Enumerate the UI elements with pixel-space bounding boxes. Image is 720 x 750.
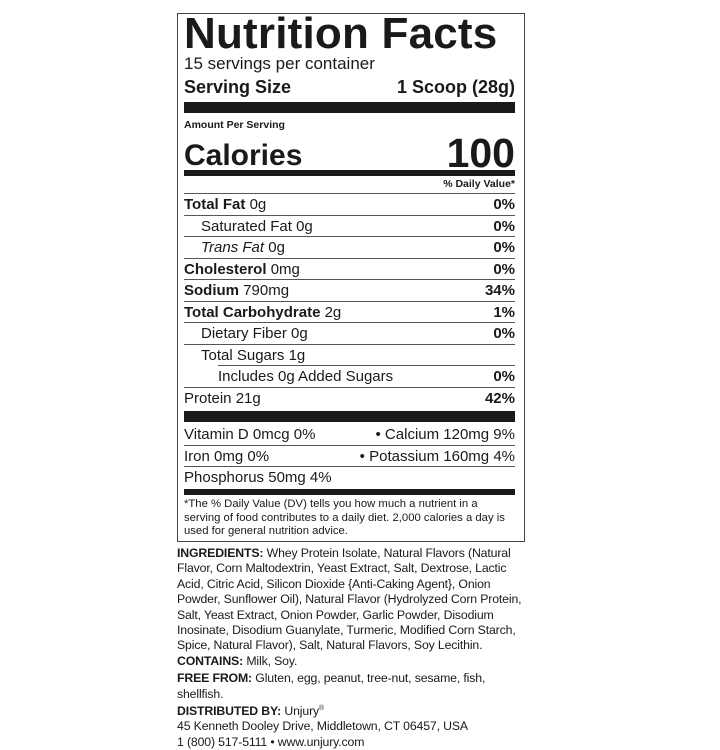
nutrient-name: Cholesterol: [184, 261, 267, 278]
nutrient-name: Dietary Fiber: [201, 325, 287, 342]
nutrient-amount: 2g: [324, 304, 342, 321]
nutrient-dv: 42%: [484, 390, 515, 407]
free-from-text: Gluten, egg, peanut, tree-nut, sesame, f…: [177, 671, 486, 701]
nutrient-amount: 790mg: [243, 282, 290, 299]
medium-divider: [184, 170, 515, 176]
nutrient-name: Total Sugars: [201, 347, 285, 364]
nutrient-row-protein: Protein 21g 42%: [184, 387, 515, 408]
contains-label: CONTAINS:: [177, 653, 244, 668]
micronutrient-row: Iron 0mg 0% • Potassium 160mg 4%: [184, 445, 515, 466]
ingredients-label: INGREDIENTS:: [177, 546, 264, 560]
nutrient-amount: 0g: [249, 196, 267, 213]
calories-row: Calories 100: [184, 130, 515, 176]
serving-size: Serving Size 1 Scoop (28g): [184, 76, 515, 98]
micronutrient-row: Phosphorus 50mg 4%: [184, 466, 515, 487]
nutrient-row-added-sugars: Includes 0g Added Sugars 0%: [218, 365, 515, 386]
nutrient-dv: 34%: [484, 282, 515, 299]
nutrient-name: Sodium: [184, 282, 239, 299]
nutrient-name: Trans Fat: [201, 239, 265, 256]
distributed-by-label: DISTRIBUTED BY:: [177, 704, 282, 719]
vitamin-d: Vitamin D 0mcg 0%: [184, 426, 316, 443]
calories-label: Calories: [184, 139, 303, 172]
contains-text: Milk, Soy.: [246, 653, 298, 668]
serving-size-label: Serving Size: [184, 77, 292, 97]
nutrient-row-total-carbohydrate: Total Carbohydrate 2g 1%: [184, 301, 515, 322]
nutrient-name: Protein: [184, 390, 232, 407]
thick-divider: [184, 102, 515, 113]
nutrient-dv: 0%: [493, 325, 515, 342]
footnote: *The % Daily Value (DV) tells you how mu…: [184, 498, 505, 537]
micronutrient-row: Vitamin D 0mcg 0% • Calcium 120mg 9%: [184, 423, 515, 444]
nutrient-name: Total Carbohydrate: [184, 304, 321, 321]
nutrient-amount: 0mg: [270, 261, 300, 278]
nutrient-row-total-fat: Total Fat 0g 0%: [184, 193, 515, 214]
nutrient-row-trans-fat: Trans Fat 0g 0%: [184, 236, 515, 257]
free-from-paragraph: FREE FROM: Gluten, egg, peanut, tree-nut…: [177, 671, 522, 702]
nutrient-name: Saturated Fat: [201, 218, 292, 235]
nutrient-amount: 0g: [268, 239, 285, 256]
nutrient-row-dietary-fiber: Dietary Fiber 0g 0%: [184, 322, 515, 343]
ingredients-section: INGREDIENTS: Whey Protein Isolate, Natur…: [177, 546, 522, 750]
iron: Iron 0mg 0%: [184, 448, 270, 465]
nutrient-amount: 21g: [235, 390, 261, 407]
free-from-label: FREE FROM:: [177, 671, 253, 686]
nutrient-dv: 0%: [493, 218, 515, 235]
nutrient-name: Includes 0g Added Sugars: [218, 368, 394, 385]
nutrient-dv: 0%: [493, 261, 515, 278]
nutrient-row-saturated-fat: Saturated Fat 0g 0%: [184, 215, 515, 236]
distributor-name: Unjury: [284, 704, 320, 719]
nutrient-row-sodium: Sodium 790mg 34%: [184, 279, 515, 300]
nutrient-dv: 1%: [493, 304, 515, 321]
serving-size-value: 1 Scoop (28g): [396, 77, 515, 97]
nutrient-dv: 0%: [493, 196, 515, 213]
nutrient-amount: 0g: [296, 218, 313, 235]
nutrition-facts-label: Nutrition Facts 15 servings per containe…: [177, 9, 525, 542]
medium-divider: [184, 489, 515, 495]
distributor-contact: 1 (800) 517-5111 • www.unjury.com: [177, 734, 365, 749]
thick-divider: [184, 411, 515, 422]
phosphorus: Phosphorus 50mg 4%: [184, 469, 332, 486]
servings-per-container: 15 servings per container: [184, 54, 375, 73]
label-title: Nutrition Facts: [184, 9, 498, 58]
registered-mark: ®: [319, 704, 325, 712]
nutrient-amount: 1g: [288, 347, 306, 364]
nutrient-row-cholesterol: Cholesterol 0mg 0%: [184, 258, 515, 279]
potassium: • Potassium 160mg 4%: [359, 448, 515, 465]
nutrient-name: Total Fat: [184, 196, 246, 213]
nutrient-row-total-sugars: Total Sugars 1g: [184, 344, 515, 365]
nutrient-dv: 0%: [493, 368, 515, 385]
distributor-address: 45 Kenneth Dooley Drive, Middletown, CT …: [177, 719, 468, 734]
ingredients-text: Whey Protein Isolate, Natural Flavors (N…: [177, 546, 522, 653]
nutrient-dv: 0%: [493, 239, 515, 256]
amount-per-serving: Amount Per Serving: [184, 119, 285, 131]
calories-value: 100: [446, 130, 515, 176]
calcium: • Calcium 120mg 9%: [375, 426, 515, 443]
daily-value-header: % Daily Value*: [443, 178, 515, 190]
nutrient-amount: 0g: [291, 325, 308, 342]
ingredients-paragraph: INGREDIENTS: Whey Protein Isolate, Natur…: [177, 546, 522, 669]
distributor-paragraph: DISTRIBUTED BY: Unjury®: [177, 704, 522, 719]
